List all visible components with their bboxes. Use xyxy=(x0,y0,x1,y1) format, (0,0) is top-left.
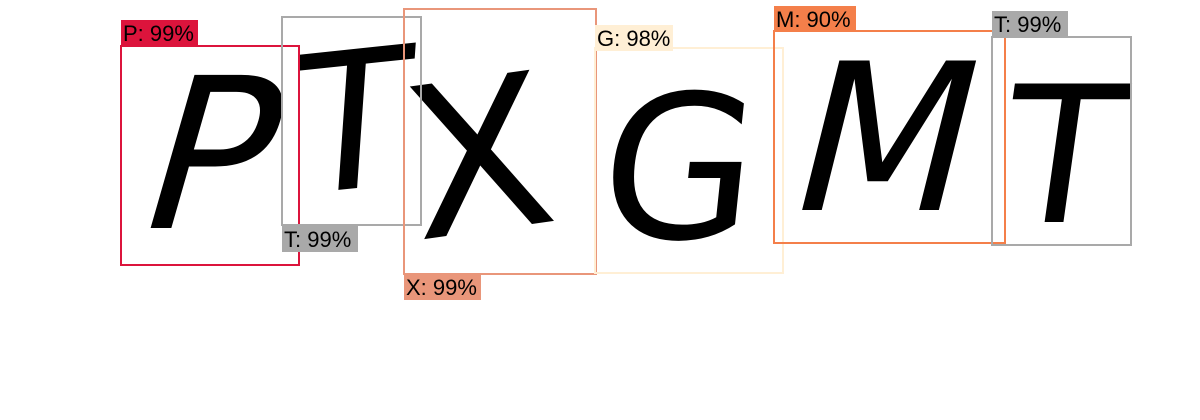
bounding-box xyxy=(281,16,422,226)
caption-tag-background xyxy=(595,25,673,51)
detection-3: X: 99% xyxy=(403,8,597,300)
detection-1: P: 99% xyxy=(120,20,300,266)
caption-tag-label: T: 99% xyxy=(284,227,351,252)
detection-boxes: P: 99% T: 99% X: 99% G: 98% M: 90% T: 99% xyxy=(120,6,1132,300)
caption-tag-label: M: 90% xyxy=(776,7,851,32)
caption-tag-background xyxy=(282,226,358,252)
caption-tag-label: P: 99% xyxy=(123,21,194,46)
captcha-glyph-2: T xyxy=(286,5,419,241)
detection-2: T: 99% xyxy=(281,16,422,252)
bounding-box xyxy=(594,47,784,274)
detection-5: M: 90% xyxy=(773,6,1006,244)
caption-tag-label: X: 99% xyxy=(406,275,477,300)
captcha-glyph-3: X xyxy=(391,27,568,290)
caption-tag-label: T: 99% xyxy=(994,12,1061,37)
caption-tag-background xyxy=(774,6,856,32)
bounding-box xyxy=(773,30,1006,244)
captcha-glyph-4: G xyxy=(590,54,769,286)
captcha-glyph-6: T xyxy=(989,47,1138,268)
caption-tag-background xyxy=(121,20,198,46)
caption-tag-background xyxy=(404,274,481,300)
captcha-glyph-5: M xyxy=(770,21,1006,259)
caption-tag-label: G: 98% xyxy=(597,26,670,51)
detection-6: T: 99% xyxy=(991,11,1132,246)
bounding-box xyxy=(120,45,300,266)
caption-tag-background xyxy=(992,11,1068,37)
captcha-glyphs: PTX G MT xyxy=(116,5,1138,290)
detection-4: G: 98% xyxy=(594,25,784,274)
